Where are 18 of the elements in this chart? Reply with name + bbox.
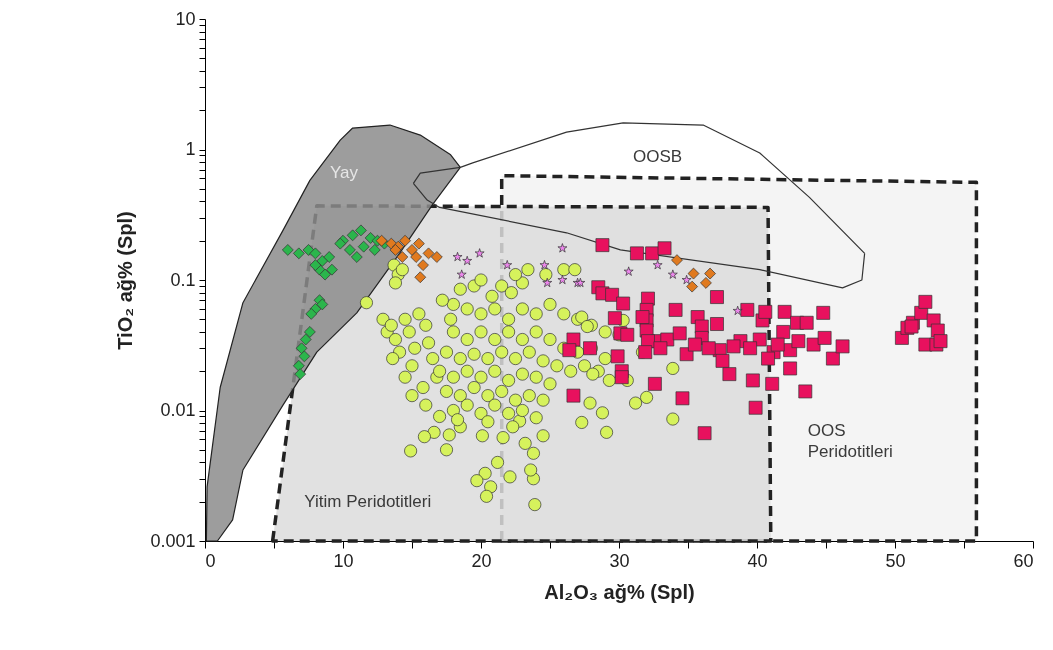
- x-tick-label: 50: [885, 550, 906, 571]
- y-axis-title: TiO₂ ağ% (Spl): [114, 211, 137, 350]
- x-axis-title: Al₂O₃ ağ% (Spl): [544, 580, 695, 603]
- x-tick-label: 10: [333, 550, 354, 571]
- y-tick-label: 10: [175, 8, 196, 29]
- y-tick-label: 0.01: [160, 400, 196, 420]
- x-tick-label: 40: [747, 550, 768, 571]
- annotation: Yay: [330, 162, 359, 182]
- x-tick-label: 0: [205, 550, 216, 571]
- x-tick-label: 20: [471, 550, 492, 571]
- x-tick-label: 30: [609, 550, 630, 571]
- x-tick-label: 60: [1013, 550, 1034, 571]
- annotation: OOS Peridotitleri: [807, 421, 893, 462]
- y-tick-label: 1: [185, 139, 196, 159]
- y-tick-label: 0.1: [170, 269, 196, 290]
- annotation: Yitim Peridotitleri: [304, 491, 432, 511]
- y-tick-label: 0.001: [150, 530, 196, 551]
- annotation: OOSB: [633, 147, 683, 167]
